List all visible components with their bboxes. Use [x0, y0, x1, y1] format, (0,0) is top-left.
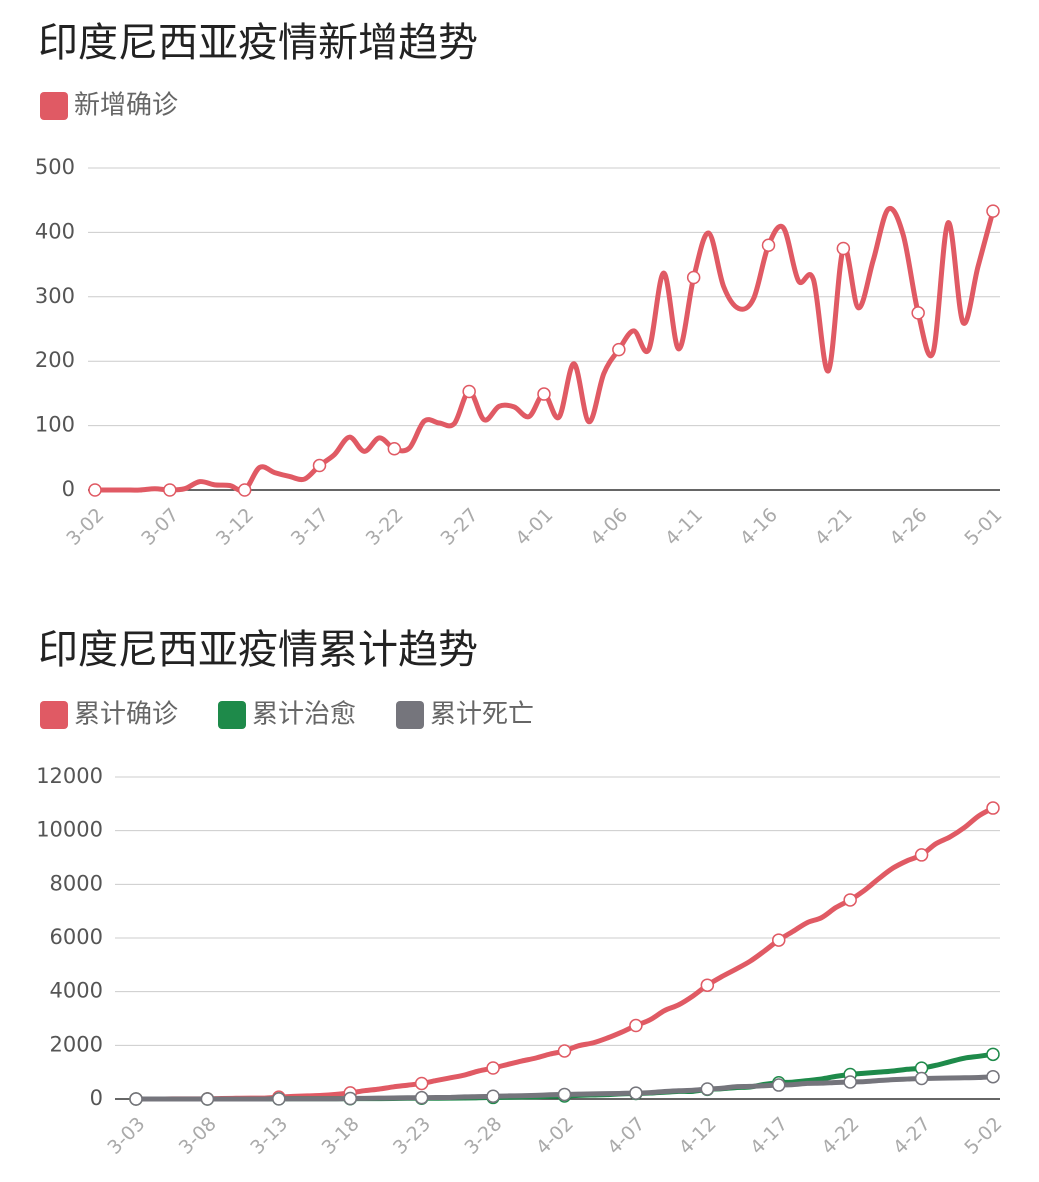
x-tick-label: 3-23 — [389, 1113, 435, 1159]
x-tick-label: 4-01 — [511, 504, 557, 550]
x-tick-label: 4-12 — [675, 1113, 721, 1159]
data-point — [612, 342, 626, 357]
series-line — [95, 205, 996, 494]
x-tick-label: 4-21 — [811, 504, 857, 550]
x-tick-label: 3-18 — [318, 1113, 364, 1159]
x-tick-label: 3-28 — [460, 1113, 506, 1159]
data-point — [163, 483, 177, 497]
x-tick-label: 3-08 — [175, 1113, 221, 1159]
data-point — [629, 1018, 643, 1033]
legend-swatch — [218, 701, 246, 729]
data-point — [700, 978, 715, 992]
data-point — [772, 933, 786, 947]
data-point — [129, 1092, 143, 1106]
x-tick-label: 4-17 — [746, 1113, 792, 1159]
x-tick-label: 3-22 — [362, 504, 408, 550]
data-point — [772, 1078, 786, 1092]
legend-swatch — [396, 701, 424, 729]
x-tick-label: 4-16 — [736, 504, 782, 550]
y-tick-label: 500 — [35, 155, 75, 179]
data-point — [986, 1047, 1000, 1062]
data-point — [237, 483, 252, 497]
data-point — [200, 1092, 215, 1106]
y-tick-label: 0 — [90, 1086, 103, 1110]
data-point — [911, 306, 925, 320]
x-tick-label: 4-11 — [661, 504, 707, 550]
data-point — [843, 893, 857, 907]
x-tick-label: 3-07 — [137, 504, 183, 550]
x-tick-label: 3-13 — [246, 1113, 292, 1159]
x-tick-label: 3-02 — [62, 504, 108, 550]
data-point — [700, 1082, 715, 1096]
data-point — [686, 270, 701, 285]
data-point — [387, 442, 402, 456]
x-tick-label: 3-17 — [287, 504, 333, 550]
legend-label: 累计确诊 — [74, 700, 178, 730]
data-point — [343, 1091, 357, 1106]
y-tick-label: 10000 — [36, 818, 103, 842]
data-point — [557, 1087, 572, 1102]
y-tick-label: 8000 — [50, 871, 103, 895]
x-tick-label: 3-12 — [212, 504, 258, 550]
data-point — [914, 848, 929, 862]
data-point — [272, 1092, 286, 1106]
data-point — [88, 483, 102, 497]
chart-title: 印度尼西亚疫情累计趋势 — [38, 627, 478, 673]
y-tick-label: 200 — [35, 348, 75, 372]
data-point — [986, 204, 1000, 218]
legend-label: 累计死亡 — [430, 700, 534, 730]
data-point — [629, 1086, 643, 1100]
data-point — [486, 1089, 500, 1104]
data-point — [486, 1061, 500, 1075]
legend-label: 新增确诊 — [74, 91, 178, 121]
data-point — [462, 384, 476, 399]
x-tick-label: 3-03 — [103, 1113, 149, 1159]
data-point — [914, 1071, 929, 1086]
x-tick-label: 4-27 — [889, 1113, 935, 1159]
data-point — [986, 801, 1000, 815]
x-tick-label: 4-06 — [586, 504, 632, 550]
x-tick-label: 4-07 — [603, 1113, 649, 1159]
legend-swatch — [40, 92, 68, 120]
chart-title: 印度尼西亚疫情新增趋势 — [38, 20, 478, 66]
y-tick-label: 100 — [35, 413, 75, 437]
x-tick-label: 4-22 — [818, 1113, 864, 1159]
data-point — [843, 1075, 857, 1089]
y-tick-label: 12000 — [36, 764, 103, 788]
y-tick-label: 0 — [62, 477, 75, 501]
x-tick-label: 4-26 — [886, 504, 932, 550]
x-tick-label: 3-27 — [437, 504, 483, 550]
x-tick-label: 4-02 — [532, 1113, 578, 1159]
legend-label: 累计治愈 — [252, 700, 356, 730]
y-tick-label: 300 — [35, 284, 75, 308]
legend-swatch — [40, 701, 68, 729]
data-point — [761, 238, 776, 253]
data-point — [836, 241, 851, 256]
y-tick-label: 6000 — [50, 925, 103, 949]
data-point — [414, 1076, 429, 1091]
data-point — [537, 387, 551, 401]
y-tick-label: 400 — [35, 219, 75, 243]
data-point — [414, 1090, 429, 1105]
data-point — [557, 1044, 572, 1058]
x-tick-label: 5-02 — [960, 1113, 1006, 1159]
x-tick-label: 5-01 — [960, 504, 1006, 550]
data-point — [986, 1069, 1000, 1084]
y-tick-label: 4000 — [50, 979, 103, 1003]
y-tick-label: 2000 — [50, 1032, 103, 1056]
data-point — [312, 458, 327, 473]
